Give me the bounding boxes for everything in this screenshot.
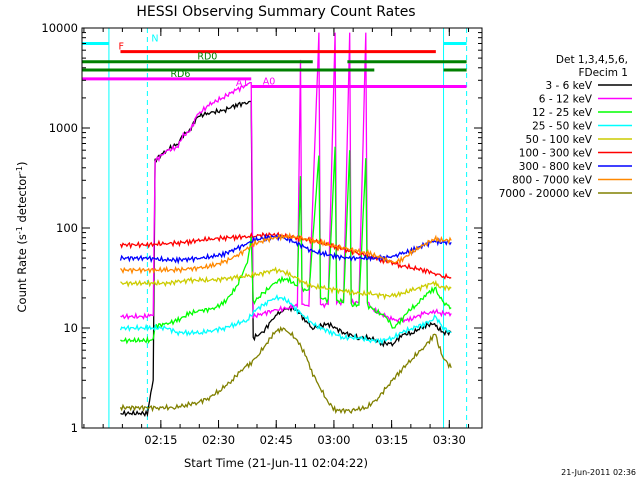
series-line bbox=[120, 32, 452, 324]
x-tick-label: 03:00 bbox=[317, 433, 350, 447]
y-axis-label-part: Count Rate (s bbox=[15, 234, 29, 312]
x-tick-label: 02:30 bbox=[202, 433, 235, 447]
series-line bbox=[119, 325, 452, 415]
y-tick-label: 10 bbox=[63, 321, 78, 335]
y-axis-label: Count Rate (s-1 detector-1) bbox=[15, 162, 29, 313]
chart-title: HESSI Observing Summary Count Rates bbox=[136, 4, 415, 20]
series-layer bbox=[119, 32, 452, 418]
x-axis-label: Start Time (21-Jun-11 02:04:22) bbox=[184, 456, 368, 470]
legend-entry-label: 100 - 300 keV bbox=[519, 148, 593, 160]
legend-entry-label: 50 - 100 keV bbox=[525, 134, 592, 146]
series-line bbox=[120, 266, 452, 301]
legend-header: FDecim 1 bbox=[578, 67, 628, 79]
legend-entry-label: 12 - 25 keV bbox=[532, 107, 593, 119]
flag-label: N bbox=[151, 33, 158, 44]
x-tick-label: 02:15 bbox=[144, 433, 177, 447]
footer-date: 21-Jun-2011 02:36 bbox=[561, 468, 636, 477]
legend-entry-label: 25 - 50 keV bbox=[532, 121, 593, 133]
flag-label: F bbox=[118, 42, 123, 53]
flags-layer: N F RD0 RD6 A1 A0 bbox=[82, 33, 467, 89]
y-axis-label-sup: -1 bbox=[15, 226, 24, 234]
legend-header: Det 1,3,4,5,6, bbox=[556, 54, 628, 66]
y-tick-label: 1 bbox=[71, 421, 78, 435]
y-tick-label: 100 bbox=[56, 221, 78, 235]
series-line bbox=[119, 293, 452, 346]
y-axis-label-sup: -1 bbox=[15, 166, 24, 174]
legend-entry-label: 7000 - 20000 keV bbox=[499, 188, 593, 200]
y-tick-label: 1000 bbox=[49, 121, 78, 135]
x-tick-label: 03:15 bbox=[375, 433, 408, 447]
x-tick-label: 02:45 bbox=[260, 433, 293, 447]
legend-entry-label: 6 - 12 keV bbox=[539, 94, 593, 106]
series-line bbox=[119, 231, 452, 280]
flag-label: A0 bbox=[263, 77, 276, 88]
y-axis-label-part: ) bbox=[15, 162, 29, 167]
series-line bbox=[120, 232, 452, 275]
series-line bbox=[120, 146, 452, 345]
x-tick-label: 03:30 bbox=[433, 433, 466, 447]
plot-area bbox=[108, 28, 468, 428]
y-tick-label: 10000 bbox=[41, 21, 78, 35]
y-axis-label-part: detector bbox=[15, 174, 29, 226]
legend-entry-label: 300 - 800 keV bbox=[519, 161, 593, 173]
flag-label: RD6 bbox=[170, 69, 190, 80]
legend-entry-label: 3 - 6 keV bbox=[545, 80, 592, 92]
flag-label: A1 bbox=[236, 78, 249, 89]
flag-label: RD0 bbox=[197, 52, 217, 63]
legend: Det 1,3,4,5,6,FDecim 13 - 6 keV 6 - 12 ke… bbox=[499, 54, 632, 200]
legend-entry-label: 800 - 7000 keV bbox=[512, 175, 593, 187]
axes-layer: 1 10 100 1000 10000 02:15 02:30 02:45 03:00 03:15… bbox=[41, 21, 483, 447]
series-line bbox=[119, 233, 452, 265]
